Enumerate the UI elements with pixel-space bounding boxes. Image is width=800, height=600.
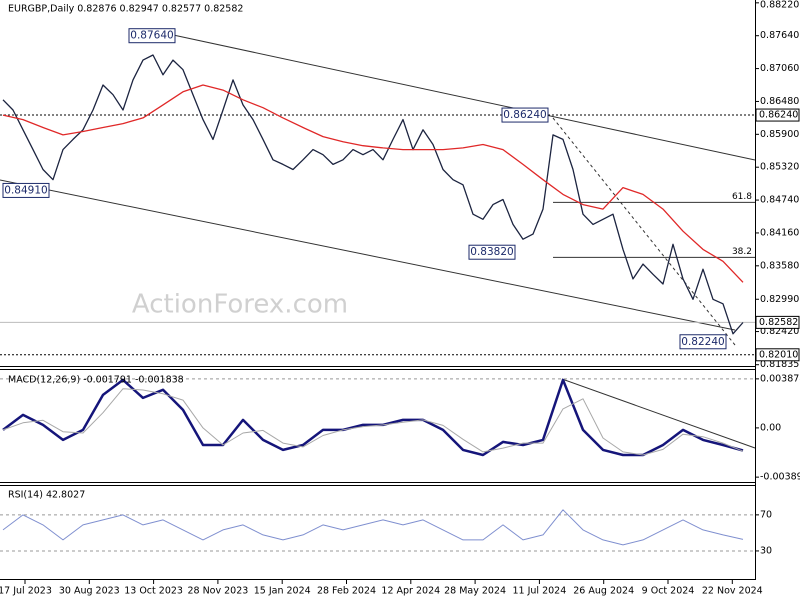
y-tick-label: 0.88220 bbox=[760, 0, 799, 11]
annotation-label: 0.86240 bbox=[503, 109, 546, 121]
series-line bbox=[2, 388, 744, 456]
y-tick-label: 0.82990 bbox=[760, 294, 799, 305]
y-tick-label: 30 bbox=[760, 545, 772, 556]
y-tick-label: -0.003894 bbox=[760, 472, 800, 483]
y-tick-label: 0.81835 bbox=[760, 359, 799, 370]
y-tick-label: 0.85320 bbox=[760, 162, 799, 173]
fib-label: 38.2 bbox=[732, 247, 752, 257]
x-tick-label: 28 May 2024 bbox=[444, 586, 506, 597]
annotation-box bbox=[468, 244, 516, 260]
annotation-label: 0.87640 bbox=[130, 30, 173, 42]
series-line bbox=[2, 54, 744, 335]
y-tick-label: 0.86480 bbox=[760, 96, 799, 107]
trend-line bbox=[149, 29, 756, 161]
x-tick-label: 30 Aug 2023 bbox=[59, 586, 120, 597]
y-tick-label: 70 bbox=[760, 509, 772, 520]
y-tick-label: 0.83580 bbox=[760, 260, 799, 271]
series-line bbox=[2, 378, 744, 457]
y-tick-label: 0.003878 bbox=[760, 373, 800, 384]
x-tick-label: 13 Oct 2023 bbox=[124, 586, 183, 597]
price-box bbox=[755, 108, 800, 122]
trend-line bbox=[0, 179, 736, 331]
annotation-label: 0.82240 bbox=[681, 336, 724, 348]
price-box-label: 0.86240 bbox=[759, 110, 798, 121]
trend-line bbox=[561, 378, 756, 449]
y-tick-label: 0.87640 bbox=[760, 30, 799, 41]
series-line bbox=[2, 84, 744, 283]
series-line bbox=[2, 509, 744, 546]
annotation-box bbox=[128, 28, 176, 44]
x-tick-label: 12 Apr 2024 bbox=[381, 586, 440, 597]
x-tick-label: 15 Jan 2024 bbox=[254, 586, 311, 597]
panel-title: RSI(14) 42.8027 bbox=[8, 490, 85, 501]
panel-title: MACD(12,26,9) -0.001791 -0.001838 bbox=[8, 375, 184, 386]
x-tick-label: 28 Nov 2023 bbox=[187, 586, 248, 597]
trend-line bbox=[552, 117, 736, 346]
price-box bbox=[755, 315, 800, 329]
panel-title: EURGBP,Daily 0.82876 0.82947 0.82577 0.8… bbox=[8, 4, 243, 15]
x-tick-label: 9 Oct 2024 bbox=[642, 586, 695, 597]
x-tick-label: 28 Feb 2024 bbox=[317, 586, 376, 597]
annotation-box bbox=[501, 107, 549, 123]
y-tick-label: 0.85900 bbox=[760, 129, 799, 140]
y-tick-label: 0.84160 bbox=[760, 227, 799, 238]
x-tick-label: 17 Jul 2023 bbox=[0, 586, 52, 597]
price-box bbox=[755, 348, 800, 362]
annotation-label: 0.83820 bbox=[470, 246, 513, 258]
y-tick-label: 0.00 bbox=[760, 422, 781, 433]
price-box-label: 0.82582 bbox=[759, 317, 798, 328]
x-tick-label: 11 Jul 2024 bbox=[513, 586, 567, 597]
x-tick-label: 22 Nov 2024 bbox=[702, 586, 763, 597]
fib-label: 61.8 bbox=[732, 192, 752, 202]
y-tick-label: 0.82420 bbox=[760, 326, 799, 337]
watermark: ActionForex.com bbox=[132, 290, 348, 320]
price-box-label: 0.82010 bbox=[759, 349, 798, 360]
y-tick-label: 0.87060 bbox=[760, 63, 799, 74]
annotation-box bbox=[2, 182, 50, 198]
annotation-label: 0.84910 bbox=[4, 184, 47, 196]
x-tick-label: 26 Aug 2024 bbox=[573, 586, 634, 597]
annotation-box bbox=[679, 334, 727, 350]
y-tick-label: 0.84740 bbox=[760, 195, 799, 206]
